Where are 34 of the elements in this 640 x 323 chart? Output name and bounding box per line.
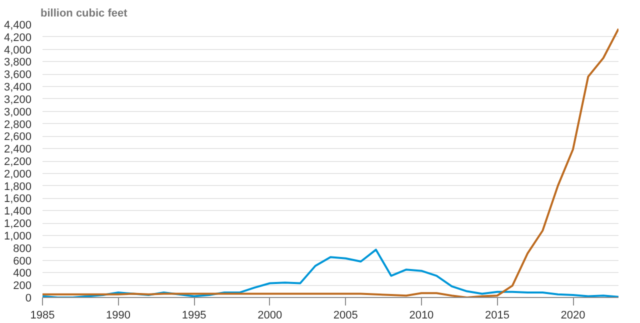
y-tick-label: 600: [13, 255, 32, 268]
y-tick-label: 4,200: [4, 32, 32, 44]
y-tick-label: 2,400: [4, 144, 32, 156]
x-tick-label: 1995: [182, 310, 206, 322]
x-tick-label: 1990: [106, 310, 131, 322]
y-tick-label: 200: [13, 280, 32, 292]
line-series: [42, 28, 618, 298]
y-tick-label: 1,600: [4, 193, 32, 206]
y-tick-label: 2,600: [4, 131, 32, 144]
y-tick-label: 2,200: [4, 156, 32, 168]
y-tick-label: 2,000: [4, 168, 32, 180]
y-tick-label: 3,400: [4, 82, 32, 94]
y-tick-label: 3,000: [4, 106, 32, 118]
y-tick-label: 400: [13, 268, 32, 280]
x-tick-label: 2000: [258, 310, 282, 322]
line-series: [42, 248, 618, 298]
x-tick-label: 2010: [409, 310, 434, 322]
y-tick-label: 1,800: [4, 180, 32, 193]
y-tick-label: 0: [25, 292, 32, 304]
y-tick-label: 800: [13, 242, 32, 255]
y-tick-label: 3,200: [4, 94, 32, 106]
y-tick-label: 3,800: [4, 56, 32, 69]
y-tick-label: 4,400: [4, 20, 32, 32]
x-tick-label: 2005: [333, 310, 358, 322]
y-axis-title: billion cubic feet: [40, 8, 128, 20]
y-tick-label: 1,000: [4, 230, 32, 242]
x-tick-label: 2015: [485, 310, 510, 322]
y-tick-label: 4,000: [4, 44, 32, 56]
x-tick-label: 1985: [30, 310, 55, 322]
y-tick-label: 3,600: [4, 69, 32, 82]
y-tick-label: 1,400: [4, 206, 32, 218]
x-tick-label: 2020: [560, 310, 586, 322]
y-tick-label: 2,800: [4, 118, 32, 131]
y-tick-label: 1,200: [4, 218, 32, 230]
